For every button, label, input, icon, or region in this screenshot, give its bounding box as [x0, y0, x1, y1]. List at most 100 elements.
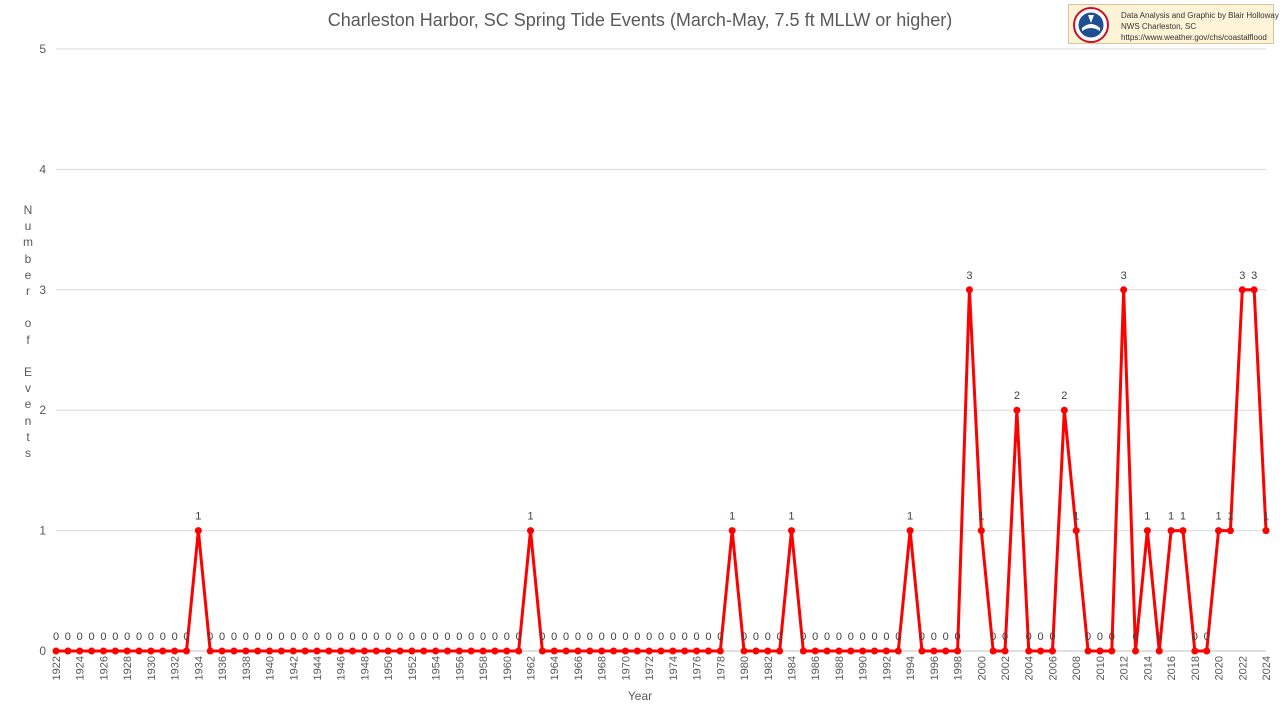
x-tick-label: 1940	[265, 656, 277, 680]
data-label: 0	[539, 631, 545, 643]
data-label: 0	[741, 631, 747, 643]
data-label: 0	[599, 631, 605, 643]
data-label: 0	[860, 631, 866, 643]
data-point	[159, 647, 167, 655]
data-point	[1167, 527, 1175, 535]
data-label: 0	[990, 631, 996, 643]
data-label: 0	[836, 631, 842, 643]
data-point	[704, 647, 712, 655]
data-point	[835, 647, 843, 655]
data-label: 0	[492, 631, 498, 643]
data-point	[787, 527, 795, 535]
x-tick-label: 1942	[288, 656, 300, 680]
x-tick-label: 1976	[692, 656, 704, 680]
data-label: 3	[1121, 270, 1127, 282]
data-label: 2	[1014, 390, 1020, 402]
x-tick-label: 2022	[1237, 656, 1249, 680]
data-point	[266, 647, 274, 655]
data-point	[562, 647, 570, 655]
x-tick-label: 1928	[122, 656, 134, 680]
y-axis-label: N u m b e r o f E v e n t s	[23, 203, 33, 461]
data-label: 0	[1049, 631, 1055, 643]
data-label: 0	[219, 631, 225, 643]
x-tick-label: 1946	[336, 656, 348, 680]
data-label: 0	[77, 631, 83, 643]
data-point	[171, 647, 179, 655]
data-point	[776, 647, 784, 655]
data-point	[64, 647, 72, 655]
data-label: 1	[527, 511, 533, 523]
data-label: 0	[551, 631, 557, 643]
x-tick-label: 1924	[75, 656, 87, 680]
x-tick-label: 1964	[549, 656, 561, 680]
data-label: 0	[765, 631, 771, 643]
data-point	[301, 647, 309, 655]
data-label: 0	[646, 631, 652, 643]
data-point	[954, 647, 962, 655]
data-label: 0	[53, 631, 59, 643]
data-point	[527, 527, 535, 535]
data-label: 0	[777, 631, 783, 643]
x-axis-label: Year	[627, 689, 653, 703]
data-point	[360, 647, 368, 655]
credit-box: Data Analysis and Graphic by Blair Hollo…	[1068, 4, 1279, 44]
x-tick-label: 1972	[644, 656, 656, 680]
data-label: 0	[753, 631, 759, 643]
data-point	[443, 647, 451, 655]
data-label: 0	[397, 631, 403, 643]
data-label: 0	[670, 631, 676, 643]
data-label: 3	[1239, 270, 1245, 282]
data-label: 0	[468, 631, 474, 643]
data-point	[871, 647, 879, 655]
data-label: 0	[385, 631, 391, 643]
data-point	[645, 647, 653, 655]
data-point	[1250, 286, 1258, 294]
data-label: 3	[966, 270, 972, 282]
data-point	[182, 647, 190, 655]
x-tick-label: 1932	[170, 656, 182, 680]
data-point	[965, 286, 973, 294]
y-tick-label: 3	[39, 283, 46, 297]
data-label: 0	[800, 631, 806, 643]
credit-line-url[interactable]: https://www.weather.gov/chs/coastalflood	[1121, 33, 1267, 42]
data-point	[432, 647, 440, 655]
data-label: 1	[907, 511, 913, 523]
x-tick-label: 1990	[858, 656, 870, 680]
data-label: 0	[563, 631, 569, 643]
data-point	[1215, 527, 1223, 535]
data-point	[1203, 647, 1211, 655]
data-label: 1	[1227, 511, 1233, 523]
data-point	[1048, 647, 1056, 655]
x-tick-label: 1952	[407, 656, 419, 680]
y-tick-label: 4	[39, 162, 46, 176]
data-point	[918, 647, 926, 655]
x-tick-label: 2018	[1190, 656, 1202, 680]
x-tick-label: 1988	[834, 656, 846, 680]
x-tick-label: 1936	[217, 656, 229, 680]
data-label: 0	[694, 631, 700, 643]
data-label: 0	[575, 631, 581, 643]
data-label: 0	[610, 631, 616, 643]
data-point	[325, 647, 333, 655]
data-label: 0	[444, 631, 450, 643]
data-point	[1226, 527, 1234, 535]
x-tick-label: 1938	[241, 656, 253, 680]
data-point	[681, 647, 689, 655]
nws-logo-icon	[1073, 7, 1109, 43]
x-tick-label: 2008	[1071, 656, 1083, 680]
x-tick-label: 1980	[739, 656, 751, 680]
data-point	[1013, 406, 1021, 414]
data-point	[811, 647, 819, 655]
data-point	[99, 647, 107, 655]
data-label: 0	[456, 631, 462, 643]
data-point	[491, 647, 499, 655]
x-tick-label: 1978	[715, 656, 727, 680]
data-label: 0	[1132, 631, 1138, 643]
x-tick-label: 2012	[1119, 656, 1131, 680]
credit-line-office: NWS Charleston, SC	[1121, 22, 1197, 31]
data-point	[882, 647, 890, 655]
data-label: 1	[1168, 511, 1174, 523]
data-label: 0	[1085, 631, 1091, 643]
credit-line-author: Data Analysis and Graphic by Blair Hollo…	[1121, 11, 1279, 20]
data-label: 0	[124, 631, 130, 643]
